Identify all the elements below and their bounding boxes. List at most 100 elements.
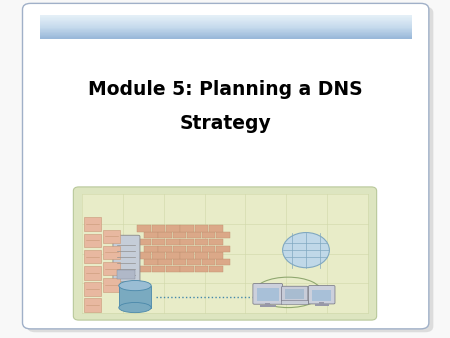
Bar xyxy=(202,232,215,238)
Ellipse shape xyxy=(119,303,151,313)
Bar xyxy=(152,252,165,259)
Bar xyxy=(180,225,194,232)
Bar xyxy=(40,35,412,36)
Bar xyxy=(166,252,180,259)
Bar xyxy=(315,304,329,306)
Bar xyxy=(152,266,165,272)
Bar xyxy=(281,300,308,304)
Bar xyxy=(40,25,412,26)
Ellipse shape xyxy=(119,281,151,291)
Bar xyxy=(137,225,151,232)
Bar xyxy=(40,33,412,34)
Bar xyxy=(40,31,412,32)
Bar xyxy=(103,262,120,275)
Bar xyxy=(144,232,158,238)
Bar xyxy=(40,24,412,25)
Bar xyxy=(40,27,412,28)
Bar xyxy=(166,266,180,272)
Bar xyxy=(40,32,412,33)
Bar xyxy=(84,298,101,312)
Bar xyxy=(320,302,324,305)
Bar xyxy=(187,232,201,238)
Bar xyxy=(40,27,412,28)
Bar xyxy=(84,282,101,296)
Bar xyxy=(40,29,412,30)
Bar xyxy=(40,38,412,39)
Bar xyxy=(40,24,412,25)
Bar xyxy=(40,17,412,18)
Bar xyxy=(40,23,412,24)
Bar xyxy=(257,288,279,301)
Bar xyxy=(152,239,165,245)
Bar xyxy=(195,266,208,272)
Bar xyxy=(40,35,412,36)
Bar xyxy=(166,239,180,245)
Bar xyxy=(40,18,412,19)
FancyBboxPatch shape xyxy=(113,235,140,282)
Bar xyxy=(40,30,412,31)
Bar xyxy=(40,19,412,20)
Bar xyxy=(216,259,230,265)
Bar xyxy=(173,246,186,252)
Bar xyxy=(84,266,101,280)
Bar xyxy=(84,250,101,263)
Bar xyxy=(187,259,201,265)
Bar xyxy=(82,194,368,313)
Bar xyxy=(40,19,412,20)
FancyBboxPatch shape xyxy=(282,286,308,302)
Bar xyxy=(209,252,223,259)
Bar xyxy=(117,270,135,279)
Bar xyxy=(103,246,120,259)
Bar xyxy=(216,232,230,238)
Circle shape xyxy=(283,233,329,268)
Bar xyxy=(119,286,151,308)
Bar xyxy=(40,28,412,29)
Bar xyxy=(285,289,304,299)
FancyBboxPatch shape xyxy=(22,3,429,329)
FancyBboxPatch shape xyxy=(27,7,433,332)
Bar xyxy=(144,246,158,252)
Bar xyxy=(40,28,412,29)
Bar xyxy=(40,32,412,33)
Bar xyxy=(40,21,412,22)
Bar xyxy=(195,239,208,245)
Bar xyxy=(137,266,151,272)
Bar xyxy=(137,252,151,259)
Bar xyxy=(158,246,172,252)
Bar xyxy=(40,16,412,17)
Bar xyxy=(144,259,158,265)
Bar xyxy=(40,23,412,24)
FancyBboxPatch shape xyxy=(73,187,377,320)
Bar xyxy=(195,252,208,259)
Bar xyxy=(40,20,412,21)
Bar xyxy=(40,31,412,32)
Bar xyxy=(209,266,223,272)
Bar xyxy=(158,232,172,238)
Bar xyxy=(40,37,412,38)
Bar xyxy=(265,303,270,305)
Bar xyxy=(40,22,412,23)
Bar xyxy=(40,20,412,21)
FancyBboxPatch shape xyxy=(309,286,335,304)
Bar xyxy=(202,246,215,252)
Bar xyxy=(166,225,180,232)
Bar xyxy=(40,34,412,35)
Bar xyxy=(260,305,276,307)
Bar xyxy=(40,16,412,17)
Bar xyxy=(173,232,186,238)
Bar xyxy=(40,36,412,37)
Bar xyxy=(202,259,215,265)
Bar xyxy=(209,225,223,232)
Bar xyxy=(158,259,172,265)
Bar xyxy=(103,230,120,243)
Bar xyxy=(40,33,412,34)
Bar xyxy=(180,239,194,245)
Bar xyxy=(312,290,331,301)
Bar xyxy=(40,18,412,19)
Bar xyxy=(216,246,230,252)
Bar xyxy=(103,278,120,292)
Bar xyxy=(173,259,186,265)
Bar xyxy=(40,37,412,38)
Text: Strategy: Strategy xyxy=(180,114,271,133)
Bar xyxy=(180,252,194,259)
